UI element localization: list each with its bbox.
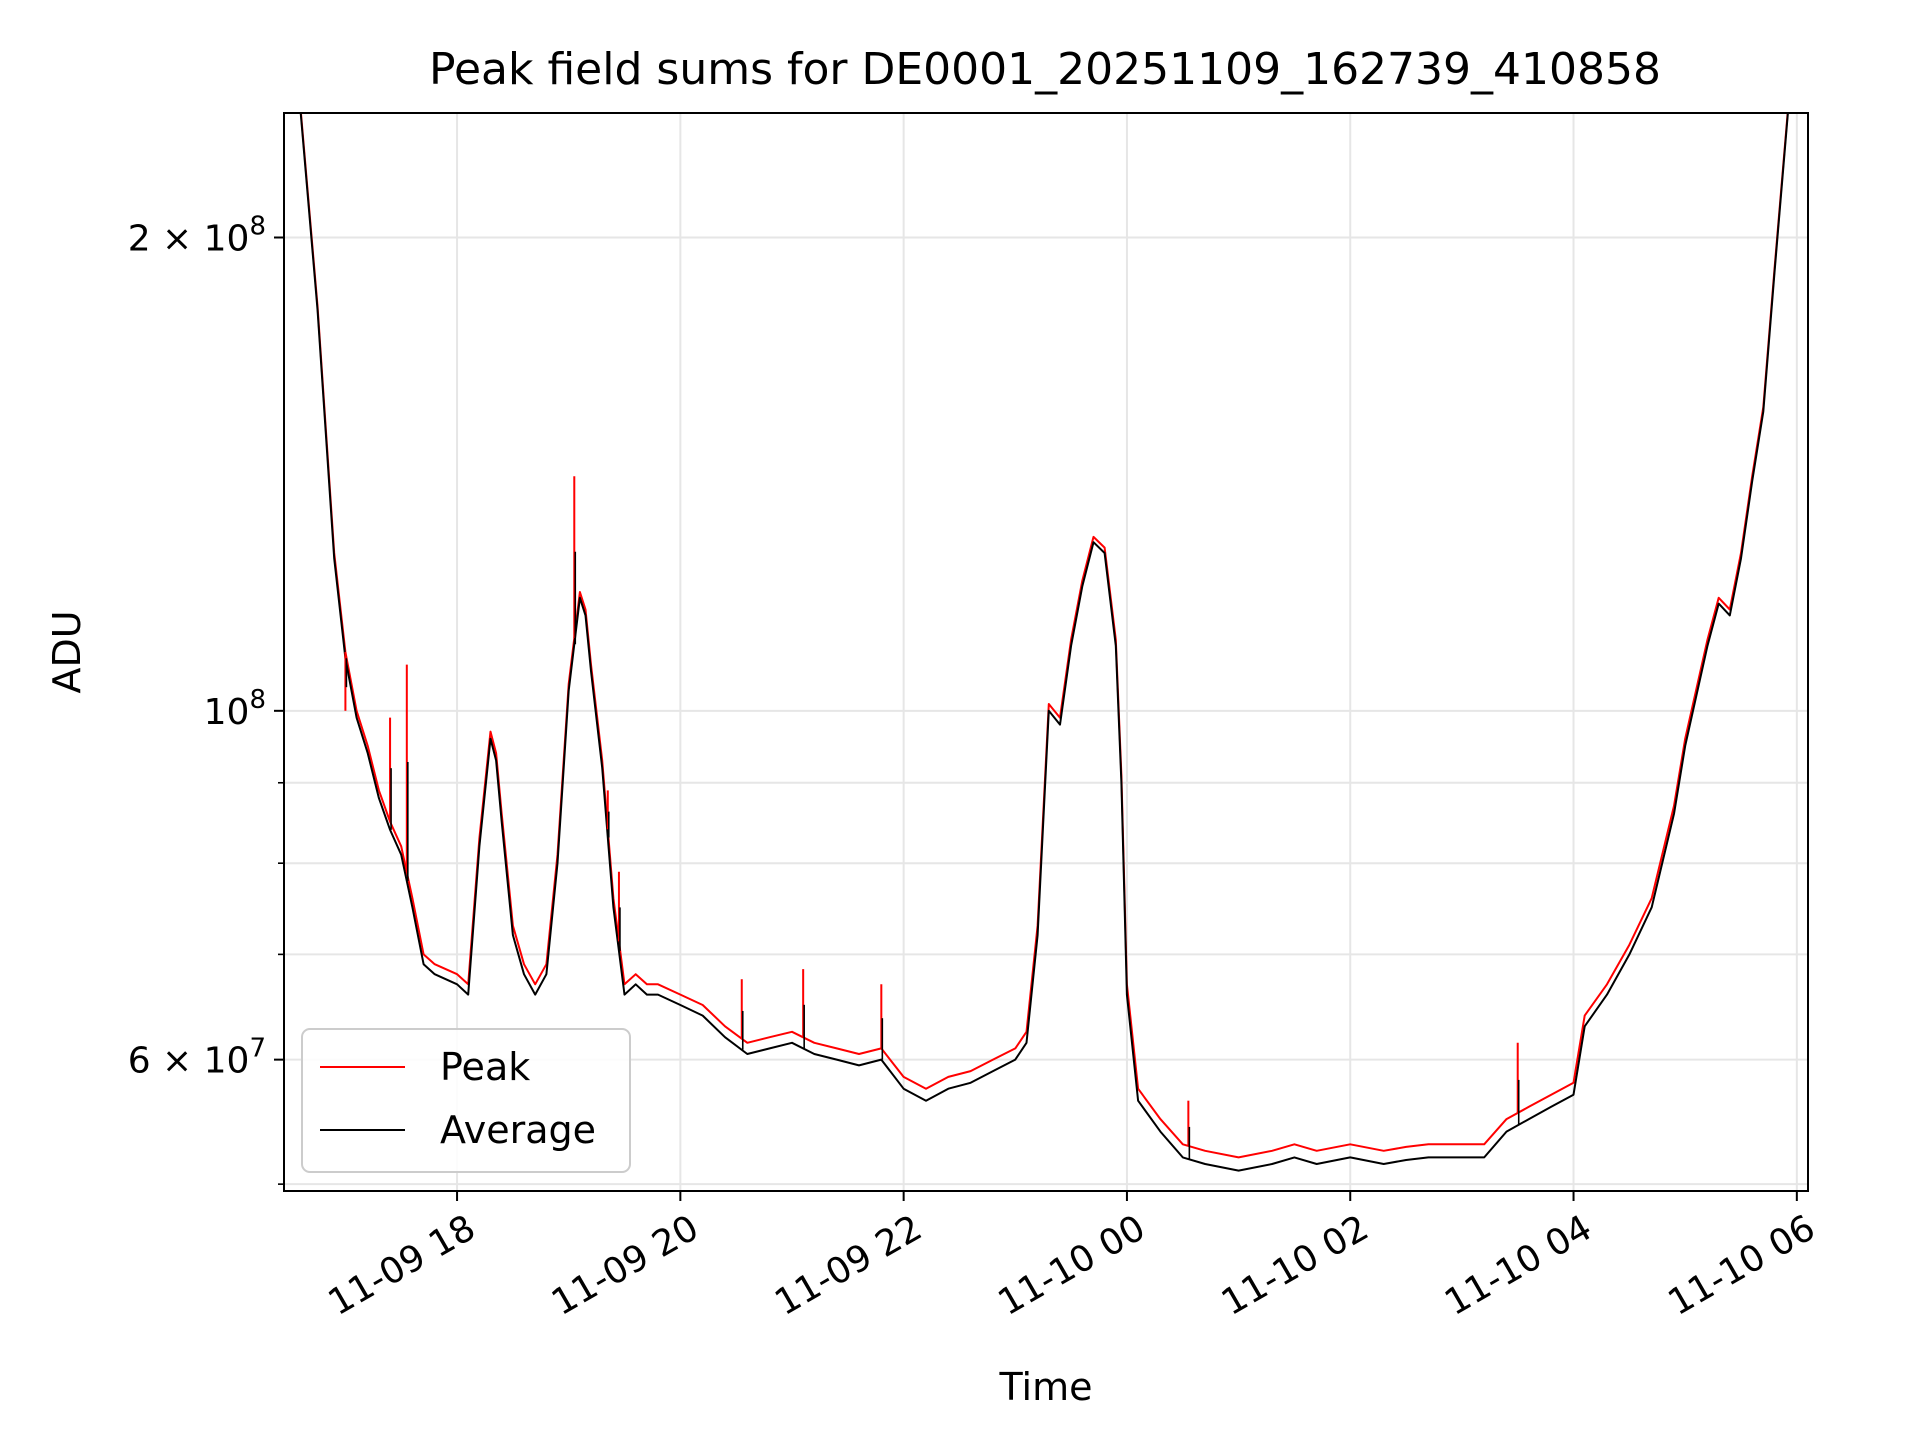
y-axis-label: ADU (45, 610, 89, 693)
y-tick-label: 2 × 108 (128, 211, 266, 259)
y-tick-label: 108 (204, 685, 266, 733)
legend: Peak Average (301, 1028, 631, 1173)
x-axis-label: Time (999, 1365, 1093, 1409)
legend-frame (301, 1028, 631, 1173)
grid (284, 113, 1808, 1191)
y-tick-label: 6 × 107 (128, 1034, 266, 1082)
legend-label-average: Average (440, 1108, 596, 1152)
series-line-peak (299, 113, 1789, 1159)
series-layer (299, 113, 1789, 1172)
series-line-average (299, 113, 1789, 1172)
plot-area-frame (283, 112, 1809, 1192)
legend-label-peak: Peak (440, 1045, 530, 1089)
chart-title: Peak field sums for DE0001_20251109_1627… (429, 44, 1661, 95)
